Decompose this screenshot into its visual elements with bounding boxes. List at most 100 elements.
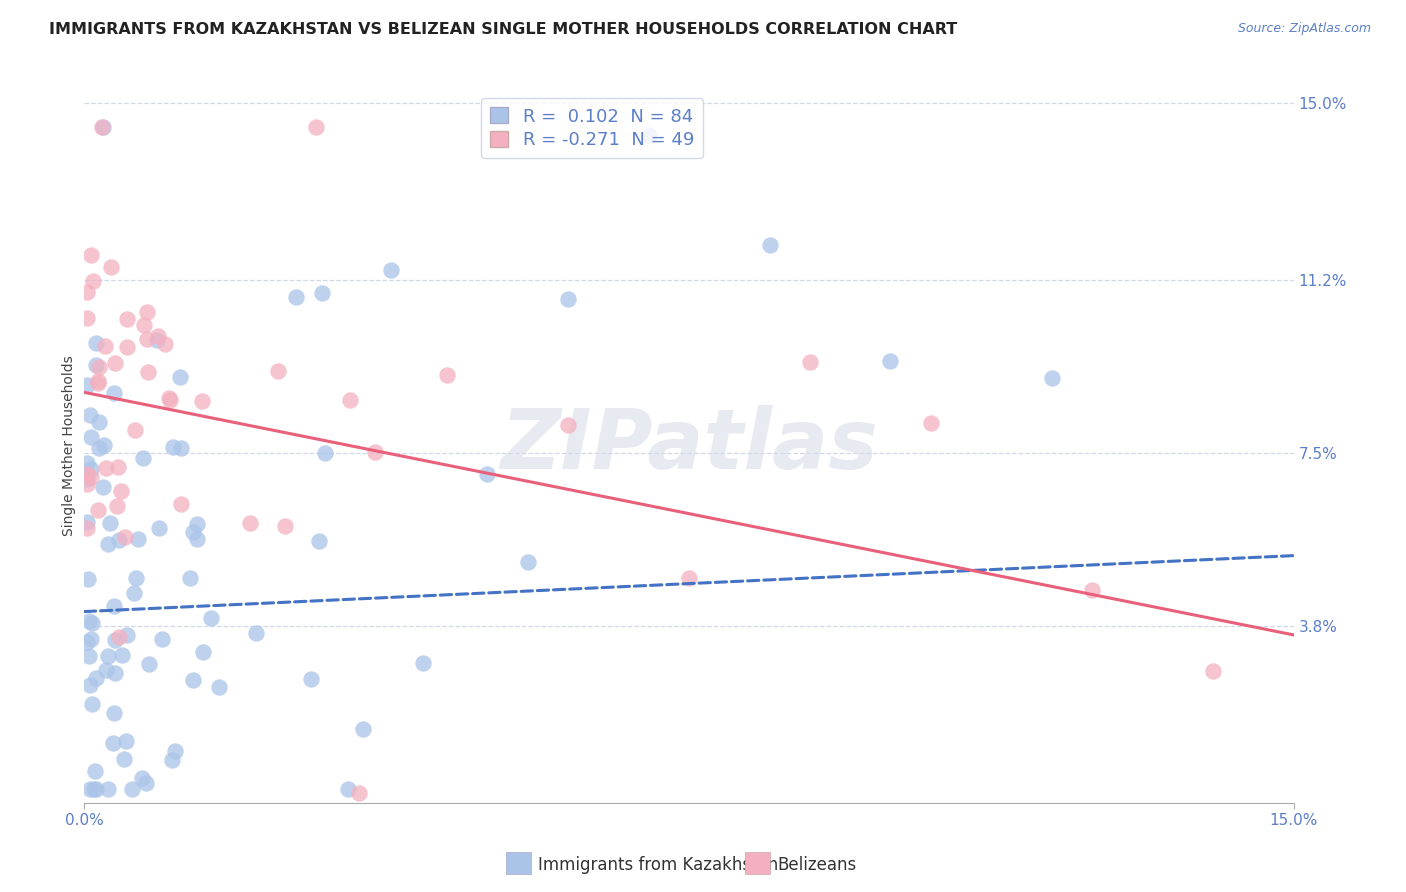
Point xyxy=(136,365,159,379)
Point xyxy=(107,459,129,474)
Point xyxy=(108,630,131,644)
Point xyxy=(103,386,125,401)
Point xyxy=(245,626,267,640)
Point xyxy=(82,274,104,288)
Point xyxy=(86,671,108,685)
Point xyxy=(477,467,499,481)
Point xyxy=(80,697,103,711)
Point xyxy=(135,332,157,346)
Point xyxy=(112,751,135,765)
Point xyxy=(80,469,103,483)
Point xyxy=(193,644,215,658)
Point xyxy=(96,461,118,475)
Point xyxy=(80,632,103,646)
Point xyxy=(87,502,110,516)
Point xyxy=(200,611,222,625)
Point xyxy=(76,477,98,491)
Point xyxy=(91,120,114,134)
Point xyxy=(104,665,127,680)
Point xyxy=(186,532,208,546)
Point xyxy=(103,706,125,720)
Text: Source: ZipAtlas.com: Source: ZipAtlas.com xyxy=(1237,22,1371,36)
Point xyxy=(80,461,103,475)
Point xyxy=(163,744,186,758)
Point xyxy=(678,571,700,585)
Point xyxy=(153,336,176,351)
Point xyxy=(79,408,101,422)
Point xyxy=(110,648,132,662)
Point xyxy=(124,423,146,437)
Point xyxy=(274,518,297,533)
Point xyxy=(150,632,173,647)
Text: Belizeans: Belizeans xyxy=(778,856,856,874)
Point xyxy=(170,441,193,455)
Point xyxy=(308,533,330,548)
Point xyxy=(91,479,114,493)
Point xyxy=(179,571,201,585)
Point xyxy=(314,445,336,459)
Point xyxy=(77,648,100,663)
Point xyxy=(87,359,110,374)
Point xyxy=(87,374,110,388)
Point xyxy=(79,248,101,262)
Point xyxy=(115,734,138,748)
Point xyxy=(97,648,120,663)
Point xyxy=(115,628,138,642)
Point xyxy=(87,376,110,390)
Point xyxy=(267,364,290,378)
Point xyxy=(100,260,122,275)
Point xyxy=(304,120,326,134)
Point xyxy=(93,438,115,452)
Point xyxy=(79,781,101,796)
Point xyxy=(339,393,361,408)
Point xyxy=(299,672,322,686)
Point xyxy=(516,555,538,569)
Point xyxy=(186,517,208,532)
Point xyxy=(84,781,107,796)
Point xyxy=(76,635,98,649)
Point xyxy=(76,573,98,587)
Point xyxy=(103,632,125,647)
Point xyxy=(80,615,103,630)
Point xyxy=(879,354,901,368)
Point xyxy=(96,663,118,677)
Point xyxy=(162,440,184,454)
Point xyxy=(76,515,98,529)
Point xyxy=(146,334,169,348)
Point xyxy=(159,392,181,407)
Point xyxy=(76,378,98,392)
Point xyxy=(284,290,307,304)
Point xyxy=(110,484,132,499)
Point xyxy=(758,238,780,252)
Point xyxy=(380,263,402,277)
Point xyxy=(920,416,942,430)
Point xyxy=(115,312,138,326)
Point xyxy=(105,499,128,513)
Point xyxy=(83,781,105,796)
Point xyxy=(169,369,191,384)
Point xyxy=(84,358,107,372)
Point xyxy=(1081,583,1104,598)
Point xyxy=(89,442,111,456)
Text: Immigrants from Kazakhstan: Immigrants from Kazakhstan xyxy=(538,856,779,874)
Point xyxy=(557,292,579,306)
Point xyxy=(77,614,100,628)
Point xyxy=(637,128,659,142)
Point xyxy=(799,354,821,368)
Point xyxy=(103,599,125,613)
Point xyxy=(170,497,193,511)
Point xyxy=(131,450,153,465)
Text: IMMIGRANTS FROM KAZAKHSTAN VS BELIZEAN SINGLE MOTHER HOUSEHOLDS CORRELATION CHAR: IMMIGRANTS FROM KAZAKHSTAN VS BELIZEAN S… xyxy=(49,22,957,37)
Point xyxy=(76,285,98,299)
Text: ZIPatlas: ZIPatlas xyxy=(501,406,877,486)
Point xyxy=(208,680,231,694)
Point xyxy=(138,657,160,672)
Point xyxy=(311,285,333,300)
Point xyxy=(412,656,434,670)
Point xyxy=(84,764,107,779)
Point xyxy=(87,415,110,429)
Point xyxy=(336,781,359,796)
Point xyxy=(76,456,98,470)
Point xyxy=(76,520,98,534)
Point xyxy=(191,394,214,409)
